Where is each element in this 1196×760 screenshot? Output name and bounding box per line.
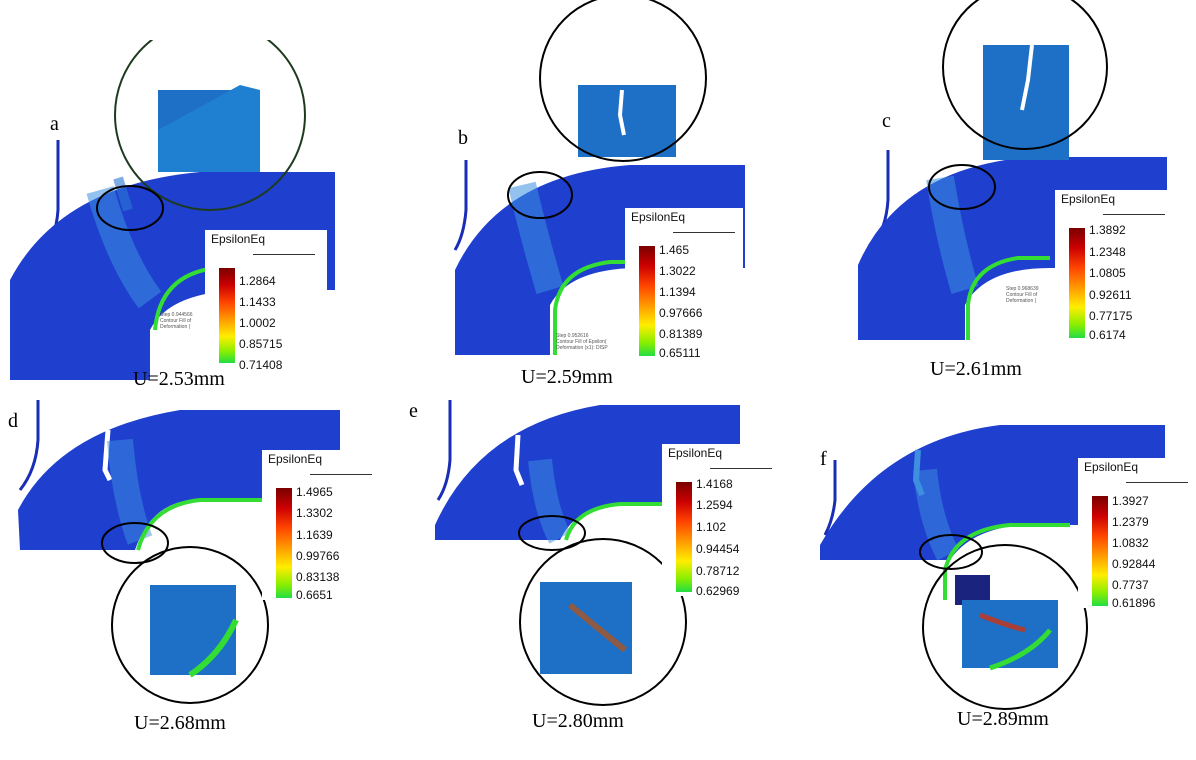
simulation-view-e <box>435 400 740 706</box>
legend-title: EpsilonEq <box>631 210 686 224</box>
viewer-info-text: Step 0.952616 Contour Fill of Epsilon(Def… <box>556 333 608 351</box>
panel-caption: U=2.61mm <box>930 358 1022 380</box>
legend-value: 1.465 <box>659 243 690 257</box>
simulation-view-d <box>18 400 340 704</box>
legend-value: 1.1433 <box>239 295 276 309</box>
legend-value: 0.92611 <box>1089 288 1132 302</box>
legend-f: EpsilonEq 1.3927 1.2379 1.0832 0.92844 0… <box>1078 458 1196 610</box>
legend-value: 0.97666 <box>659 306 703 320</box>
panel-caption: U=2.68mm <box>134 712 226 734</box>
legend-value: 1.0805 <box>1089 266 1126 280</box>
legend-value: 0.6651 <box>296 588 333 602</box>
color-bar <box>676 482 692 592</box>
panel-caption: U=2.89mm <box>957 708 1049 730</box>
color-bar <box>276 488 292 598</box>
legend-value: 1.0002 <box>239 316 276 330</box>
legend-value: 1.1394 <box>659 285 696 299</box>
legend-value: 0.78712 <box>696 564 740 578</box>
legend-e: EpsilonEq 1.4168 1.2594 1.102 0.94454 0.… <box>662 444 778 598</box>
color-bar <box>639 246 655 356</box>
panel-e: e EpsilonEq 1.4168 1.2594 1.102 0.94454 … <box>400 400 780 760</box>
legend-underline <box>1103 214 1165 215</box>
viewer-info-text: Step 0.968639 Contour Fill of Deformation … <box>1006 286 1039 304</box>
panel-a: a Step 0.944566 Contour Fill of Deformatio… <box>0 40 380 400</box>
panel-d: d EpsilonEq 1.4965 1.3302 1.1639 0.99766… <box>0 400 382 760</box>
legend-underline <box>710 468 772 469</box>
legend-value: 0.99766 <box>296 549 340 563</box>
legend-c: EpsilonEq 1.3892 1.2348 1.0805 0.92611 0… <box>1055 190 1167 342</box>
legend-value: 0.7737 <box>1112 578 1149 592</box>
panel-caption: U=2.53mm <box>133 368 225 390</box>
legend-value: 1.3927 <box>1112 494 1149 508</box>
panel-b: b Step 0.952616 Contour Fill of Epsilon(D… <box>400 0 780 360</box>
panel-label: d <box>8 410 18 432</box>
legend-title: EpsilonEq <box>268 452 323 466</box>
panel-label: a <box>50 113 59 135</box>
legend-value: 1.4168 <box>696 477 733 491</box>
legend-value: 0.83138 <box>296 570 340 584</box>
color-bar <box>1092 496 1108 606</box>
legend-d: EpsilonEq 1.4965 1.3302 1.1639 0.99766 0… <box>262 450 382 602</box>
legend-value: 1.102 <box>696 520 727 534</box>
color-bar <box>1069 228 1085 338</box>
legend-underline <box>253 254 315 255</box>
legend-value: 1.2594 <box>696 498 733 512</box>
legend-value: 0.65111 <box>659 346 701 360</box>
legend-value: 0.62969 <box>696 584 740 598</box>
legend-b: EpsilonEq 1.465 1.3022 1.1394 0.97666 0.… <box>625 208 743 360</box>
panel-c: c Step 0.968639 Contour Fill of Deformatio… <box>800 0 1180 360</box>
legend-underline <box>673 232 735 233</box>
legend-value: 1.3892 <box>1089 223 1126 237</box>
legend-value: 0.81389 <box>659 327 703 341</box>
legend-value: 1.4965 <box>296 485 333 499</box>
legend-value: 1.1639 <box>296 528 333 542</box>
legend-value: 0.92844 <box>1112 557 1156 571</box>
legend-value: 0.71408 <box>239 358 283 372</box>
legend-value: 0.85715 <box>239 337 283 351</box>
legend-underline <box>310 474 372 475</box>
panel-caption: U=2.80mm <box>532 710 624 732</box>
viewer-info-text: Step 0.944566 Contour Fill of Deformation … <box>160 312 193 330</box>
legend-value: 0.94454 <box>696 542 740 556</box>
legend-value: 1.2379 <box>1112 515 1149 529</box>
legend-value: 1.2348 <box>1089 245 1126 259</box>
panel-f: f EpsilonEq 1.3927 1.2379 1.0832 0.92844… <box>800 400 1196 760</box>
panel-label: e <box>409 400 418 422</box>
legend-a: EpsilonEq 1.2864 1.1433 1.0002 0.85715 0… <box>205 230 327 380</box>
legend-value: 1.0832 <box>1112 536 1149 550</box>
panel-label: c <box>882 110 891 132</box>
legend-value: 0.77175 <box>1089 309 1133 323</box>
legend-underline <box>1126 482 1188 483</box>
color-bar <box>219 268 235 363</box>
panel-label: b <box>458 127 468 149</box>
legend-value: 1.3022 <box>659 264 696 278</box>
panel-caption: U=2.59mm <box>521 366 613 388</box>
legend-title: EpsilonEq <box>668 446 723 460</box>
legend-value: 0.61896 <box>1112 596 1156 610</box>
legend-title: EpsilonEq <box>1084 460 1139 474</box>
legend-value: 1.3302 <box>296 506 333 520</box>
legend-title: EpsilonEq <box>211 232 266 246</box>
legend-title: EpsilonEq <box>1061 192 1116 206</box>
panel-label: f <box>820 448 827 470</box>
legend-value: 1.2864 <box>239 274 276 288</box>
legend-value: 0.6174 <box>1089 328 1126 342</box>
